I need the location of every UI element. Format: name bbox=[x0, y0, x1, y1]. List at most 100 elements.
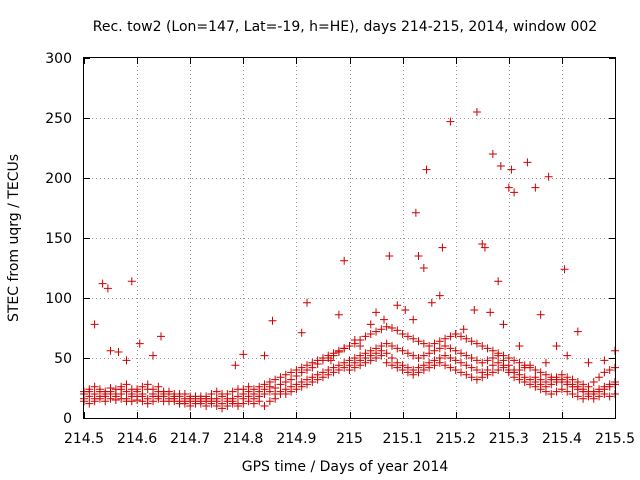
data-point bbox=[255, 387, 264, 396]
data-point bbox=[385, 252, 394, 260]
x-tick-label: 215.4 bbox=[542, 431, 582, 447]
y-tick-labels: 0 50 100 150 200 250 300 bbox=[45, 51, 72, 427]
data-point bbox=[186, 392, 195, 401]
data-point bbox=[366, 330, 375, 338]
data-point bbox=[329, 349, 338, 358]
data-point bbox=[90, 382, 99, 391]
data-point bbox=[95, 392, 104, 401]
data-point bbox=[228, 397, 237, 406]
data-point bbox=[90, 394, 99, 403]
data-point bbox=[382, 322, 391, 331]
data-point bbox=[589, 378, 598, 386]
data-point bbox=[483, 344, 492, 353]
data-point bbox=[95, 385, 104, 394]
data-point bbox=[218, 390, 227, 398]
data-point bbox=[387, 354, 396, 362]
x-tick-label: 214.9 bbox=[276, 431, 316, 447]
data-point bbox=[600, 390, 609, 398]
data-point bbox=[180, 399, 189, 408]
data-point bbox=[494, 351, 503, 360]
data-point bbox=[207, 390, 216, 398]
data-point bbox=[462, 351, 471, 360]
data-point bbox=[478, 342, 487, 350]
x-tick-label: 215.3 bbox=[489, 431, 529, 447]
data-point bbox=[573, 382, 582, 391]
data-point bbox=[441, 361, 450, 370]
data-point bbox=[403, 349, 412, 358]
data-point bbox=[133, 385, 142, 394]
data-point bbox=[297, 382, 306, 391]
x-tick-label: 214.5 bbox=[64, 431, 104, 447]
data-point bbox=[526, 380, 535, 389]
y-tick-label: 100 bbox=[45, 291, 72, 307]
data-point bbox=[541, 387, 550, 396]
data-point bbox=[117, 385, 126, 394]
data-point bbox=[393, 363, 402, 372]
data-point bbox=[85, 387, 94, 396]
grid bbox=[84, 58, 615, 418]
data-point bbox=[138, 382, 147, 391]
data-point bbox=[143, 380, 152, 389]
data-point bbox=[260, 351, 269, 360]
data-point bbox=[494, 277, 503, 286]
data-point bbox=[547, 380, 556, 389]
data-point bbox=[356, 356, 365, 365]
data-point bbox=[103, 284, 112, 293]
data-point bbox=[239, 350, 248, 359]
data-point bbox=[196, 399, 205, 408]
data-point bbox=[531, 366, 540, 374]
data-point bbox=[297, 328, 306, 337]
data-point bbox=[90, 320, 99, 329]
data-point bbox=[470, 306, 479, 314]
data-point bbox=[467, 337, 476, 346]
data-point bbox=[504, 354, 513, 362]
data-point bbox=[175, 392, 184, 401]
data-point bbox=[435, 337, 444, 346]
data-point bbox=[85, 399, 94, 408]
data-point bbox=[324, 351, 333, 360]
data-point bbox=[377, 346, 386, 355]
data-point bbox=[324, 370, 333, 379]
data-point bbox=[366, 351, 375, 360]
data-point bbox=[382, 339, 391, 348]
data-point bbox=[164, 397, 173, 406]
data-point bbox=[101, 390, 110, 398]
data-point bbox=[600, 356, 609, 365]
data-point bbox=[334, 346, 343, 355]
data-point bbox=[483, 366, 492, 374]
data-point bbox=[457, 358, 466, 367]
data-point bbox=[122, 387, 131, 396]
data-point bbox=[249, 390, 258, 398]
data-point bbox=[403, 332, 412, 341]
data-point bbox=[419, 264, 428, 272]
data-point bbox=[462, 361, 471, 370]
data-point bbox=[387, 324, 396, 332]
x-tick-labels: 214.5 214.6 214.7 214.8 214.9 215 215.1 215.2 21… bbox=[64, 431, 635, 447]
data-point bbox=[414, 337, 423, 346]
data-point bbox=[595, 392, 604, 401]
data-point bbox=[531, 382, 540, 391]
data-point bbox=[584, 358, 593, 367]
data-point bbox=[356, 342, 365, 350]
data-point bbox=[573, 392, 582, 401]
data-point bbox=[281, 378, 290, 386]
data-point bbox=[488, 354, 497, 362]
data-point bbox=[170, 390, 179, 398]
data-point bbox=[494, 366, 503, 374]
x-axis-label: GPS time / Days of year 2014 bbox=[242, 459, 449, 475]
data-point bbox=[462, 334, 471, 343]
data-point bbox=[515, 358, 524, 367]
data-point bbox=[459, 325, 468, 334]
data-point bbox=[446, 344, 455, 353]
data-point bbox=[287, 368, 296, 377]
y-tick-label: 0 bbox=[63, 411, 72, 427]
x-tick-label: 215 bbox=[336, 431, 363, 447]
x-tick-label: 214.7 bbox=[170, 431, 210, 447]
plot-frame bbox=[83, 57, 616, 419]
data-point bbox=[531, 373, 540, 382]
data-point bbox=[233, 399, 242, 408]
data-point bbox=[308, 358, 317, 367]
data-point bbox=[409, 334, 418, 343]
data-point bbox=[523, 158, 532, 167]
data-point bbox=[536, 385, 545, 394]
